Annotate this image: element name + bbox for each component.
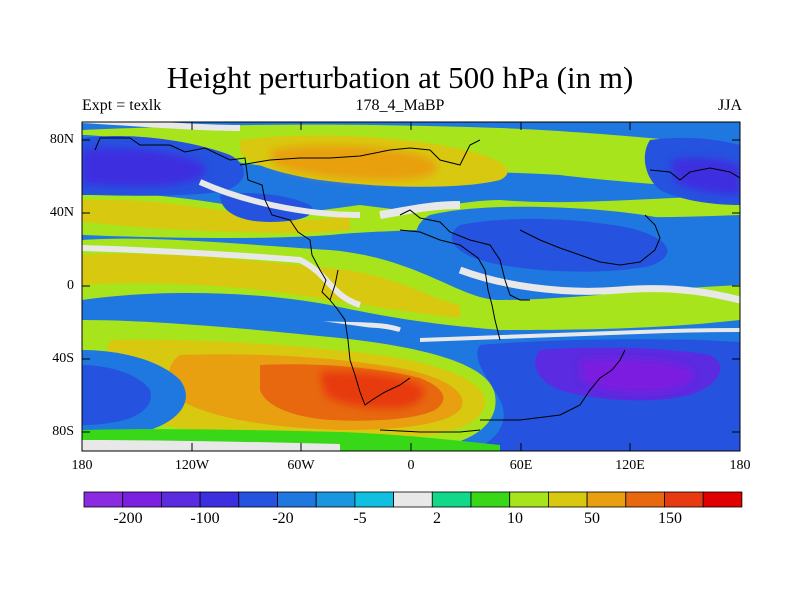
y-tick-80s: 80S <box>52 424 74 439</box>
colorbar-swatch <box>586 491 627 508</box>
colorbar-swatch <box>238 491 278 508</box>
colorbar-label: 150 <box>658 510 682 527</box>
colorbar-swatch <box>509 491 549 508</box>
experiment-label: Expt = texlk <box>82 97 162 114</box>
x-tick-180e: 180 <box>729 458 751 473</box>
colorbar-swatch <box>548 491 588 508</box>
axis-ticks <box>81 122 741 451</box>
x-tick-180w: 180 <box>71 458 93 473</box>
y-tick-40n: 40N <box>49 205 74 220</box>
colorbar-swatch <box>393 491 433 508</box>
coastlines <box>94 137 740 433</box>
colorbar-swatch <box>664 491 704 508</box>
colorbar-label: 50 <box>584 510 600 527</box>
y-tick-40s: 40S <box>52 351 74 366</box>
x-tick-120w: 120W <box>174 458 210 473</box>
colorbar-label: -100 <box>190 510 220 527</box>
x-tick-60e: 60E <box>509 458 533 473</box>
colorbar-swatch <box>702 491 743 508</box>
colorbar-swatch <box>199 491 240 508</box>
colorbar-swatch <box>354 491 394 508</box>
colorbar-swatch <box>83 491 124 508</box>
colorbar-swatch <box>470 491 511 508</box>
plot-title: Height perturbation at 500 hPa (in m) <box>166 60 634 95</box>
colorbar-label: -20 <box>272 510 294 527</box>
colorbar-swatch <box>625 491 665 508</box>
colorbar-swatch <box>160 491 201 508</box>
colorbar-label: -200 <box>113 510 143 527</box>
colorbar-swatch <box>277 491 317 508</box>
x-tick-60w: 60W <box>287 458 315 473</box>
colorbar-label: -5 <box>353 510 367 527</box>
x-tick-120e: 120E <box>615 458 645 473</box>
x-tick-0: 0 <box>407 458 415 473</box>
y-tick-0: 0 <box>67 278 74 293</box>
colorbar-swatch <box>315 491 356 508</box>
colorbar-label: 10 <box>507 510 523 527</box>
y-tick-80n: 80N <box>49 132 74 147</box>
run-label: 178_4_MaBP <box>355 97 445 114</box>
colorbar <box>83 491 743 508</box>
colorbar-swatch <box>431 491 472 508</box>
season-label: JJA <box>717 97 742 114</box>
colorbar-swatch <box>122 491 162 508</box>
colorbar-label: 2 <box>433 510 441 527</box>
contour-field <box>82 122 740 451</box>
